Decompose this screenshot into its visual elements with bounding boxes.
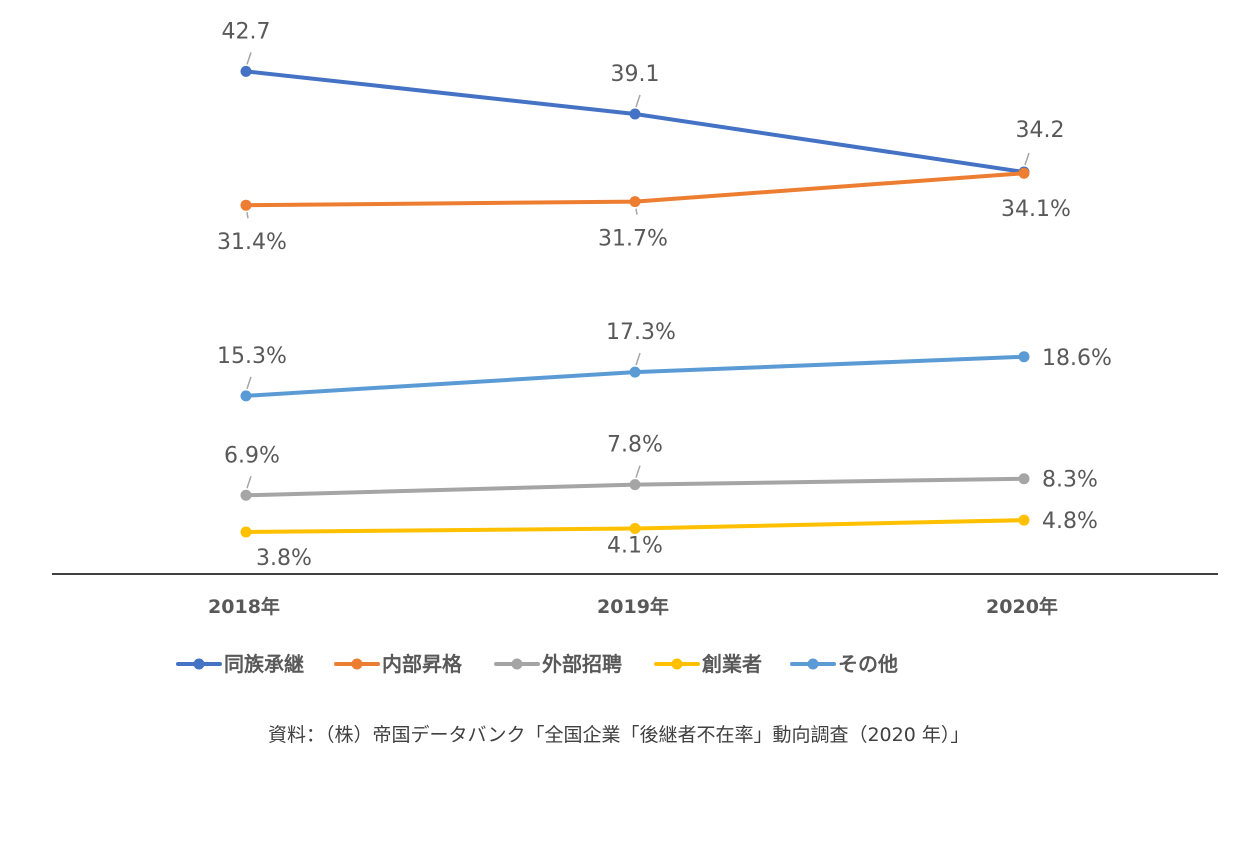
label-leader-line [1024,152,1030,166]
data-point [629,196,641,208]
data-point [1018,167,1030,179]
legend-item: 同族承継 [176,652,304,676]
data-label: 42.7 [222,19,271,44]
data-point [1018,351,1030,363]
x-tick-label: 2019年 [597,595,669,618]
label-leader-line [635,208,638,215]
data-label: 4.8% [1042,509,1098,534]
data-label: 4.1% [607,533,663,558]
x-tick-label: 2020年 [986,595,1058,618]
source-note: 資料：（株）帝国データバンク「全国企業「後継者不在率」動向調査（2020 年）」 [268,724,969,746]
data-label: 18.6% [1042,346,1112,371]
label-leader-line [635,94,641,108]
legend-item: 内部昇格 [334,652,463,676]
legend-label: その他 [838,652,898,676]
series-5: 15.3% 17.3% 18.6% [217,320,1112,402]
legend: 同族承継 内部昇格 外部招聘 創業者 その他 [176,652,898,676]
data-label: 31.4% [217,230,287,255]
label-leader-line [635,465,641,478]
x-axis-ticks: 2018年 2019年 2020年 [208,595,1058,618]
data-label: 34.1% [1001,197,1071,222]
data-point [629,108,641,120]
data-label: 31.7% [598,227,668,252]
data-label: 3.8% [256,546,312,571]
label-leader-line [246,376,252,390]
data-point [1018,514,1030,526]
legend-label: 外部招聘 [542,652,622,676]
legend-swatch-marker [807,658,819,670]
data-point [240,199,252,211]
series-4: 3.8% 4.1% 4.8% [240,509,1098,571]
data-point [629,366,641,378]
label-leader-line [246,52,252,65]
legend-swatch-marker [193,658,205,670]
legend-label: 内部昇格 [382,652,463,676]
legend-swatch-marker [511,658,523,670]
legend-label: 同族承継 [224,652,304,676]
label-leader-line [246,212,249,219]
data-label: 15.3% [217,344,287,369]
legend-item: その他 [790,652,898,676]
series-3: 6.9% 7.8% 8.3% [224,433,1098,501]
legend-item: 外部招聘 [494,652,622,676]
data-label: 34.2 [1016,118,1065,143]
data-point [240,489,252,501]
data-label: 17.3% [606,320,676,345]
data-point [240,65,252,77]
x-tick-label: 2018年 [208,595,280,618]
legend-label: 創業者 [701,652,762,676]
series-2: 31.4% 31.7% 34.1% [217,167,1071,255]
data-point [240,390,252,402]
label-leader-line [635,352,641,366]
data-label: 8.3% [1042,468,1098,493]
data-label: 39.1 [611,62,660,87]
series-layer: 42.7 39.1 34.2 31.4% 31.7% 34.1% 6.9% 7.8% 8.3% 3… [217,19,1112,571]
data-point [629,522,641,534]
data-point [629,479,641,491]
legend-swatch-marker [351,658,363,670]
legend-swatch-marker [671,658,683,670]
series-1: 42.7 39.1 34.2 [222,19,1065,178]
label-leader-line [246,476,252,489]
data-label: 7.8% [607,433,663,458]
legend-item: 創業者 [654,652,762,676]
data-point [240,526,252,538]
data-label: 6.9% [224,443,280,468]
data-point [1018,473,1030,485]
